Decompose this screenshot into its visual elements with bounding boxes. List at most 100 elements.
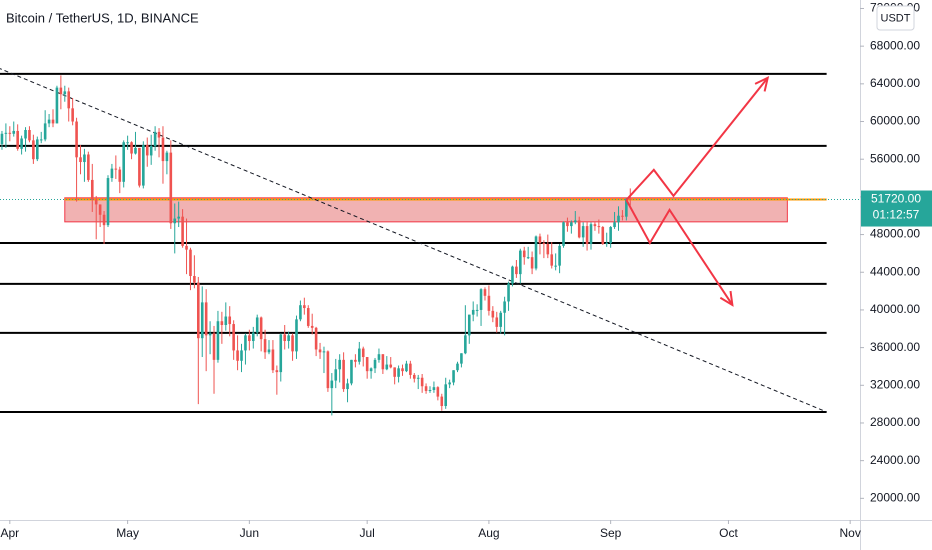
- candle-body: [275, 370, 279, 373]
- candle-body: [32, 140, 35, 160]
- candle-body: [279, 334, 283, 373]
- projection-arrow: [625, 199, 734, 306]
- candle-body: [322, 351, 326, 353]
- candle-body: [204, 302, 208, 336]
- candle-body: [267, 349, 271, 353]
- candle-body: [440, 396, 444, 407]
- currency-button[interactable]: [876, 5, 915, 31]
- candle-body: [87, 154, 90, 180]
- candle-body: [581, 226, 585, 238]
- candle-body: [593, 224, 597, 227]
- candle-body: [122, 142, 125, 182]
- candle-body: [20, 138, 23, 149]
- candle-body: [566, 222, 569, 227]
- candle-body: [55, 87, 59, 124]
- candle-body: [554, 265, 557, 267]
- candle-body: [397, 368, 400, 377]
- plot-area: [0, 68, 860, 416]
- candle-body: [173, 218, 177, 224]
- candle-body: [609, 227, 612, 244]
- candle-body: [365, 357, 369, 372]
- candle-body: [503, 301, 506, 313]
- candle-body: [377, 354, 381, 360]
- candle-body: [448, 382, 451, 385]
- candle-body: [401, 368, 404, 372]
- candle-body: [75, 121, 78, 158]
- candle-body: [134, 147, 137, 154]
- candle-body: [460, 353, 463, 364]
- candle-body: [71, 108, 74, 122]
- y-tick-label: 24000.00: [870, 453, 920, 467]
- candle-body: [181, 216, 184, 246]
- candle-body: [251, 332, 255, 342]
- candle-body: [299, 305, 302, 320]
- candle-body: [479, 289, 483, 310]
- candle-body: [420, 377, 424, 387]
- candle-body: [389, 364, 393, 368]
- candle-body: [118, 169, 122, 182]
- candle-body: [424, 386, 428, 391]
- candle-body: [444, 384, 448, 407]
- candle-body: [153, 131, 157, 147]
- resistance-zone: [64, 197, 788, 223]
- x-tick-label: Sep: [600, 526, 622, 540]
- candle-body: [12, 130, 16, 134]
- candle-body: [28, 130, 31, 141]
- candle-body: [617, 215, 620, 223]
- last-price-badge: [861, 190, 932, 227]
- x-tick-label: Jul: [359, 526, 374, 540]
- candle-body: [193, 276, 196, 283]
- candle-body: [436, 387, 440, 397]
- candle-body: [63, 91, 67, 95]
- candle-body: [16, 130, 19, 149]
- candle-body: [393, 367, 396, 377]
- candle-body: [562, 222, 565, 246]
- projection-arrow: [625, 77, 769, 201]
- candle-body: [515, 266, 518, 275]
- candle-body: [585, 226, 589, 244]
- candle-body: [83, 154, 86, 163]
- candle-body: [625, 198, 628, 217]
- candle-body: [224, 316, 228, 325]
- candle-body: [338, 359, 341, 370]
- x-tick-label: May: [116, 526, 139, 540]
- candle-body: [538, 236, 542, 244]
- candle-body: [605, 243, 609, 245]
- candle-body: [165, 152, 169, 162]
- candle-body: [409, 363, 412, 375]
- candle-body: [613, 222, 616, 228]
- y-tick-label: 64000.00: [870, 76, 920, 90]
- candle-body: [511, 266, 514, 284]
- candle-body: [334, 369, 338, 381]
- x-tick-label: Oct: [719, 526, 738, 540]
- candle-body: [534, 236, 538, 269]
- candle-body: [589, 224, 593, 244]
- candle-body: [240, 350, 243, 361]
- x-tick-label: Apr: [0, 526, 19, 540]
- candle-body: [43, 123, 47, 140]
- candle-body: [350, 359, 353, 384]
- candle-body: [570, 222, 573, 227]
- candle-body: [0, 133, 4, 145]
- candle-body: [542, 243, 546, 245]
- candle-body: [248, 335, 251, 342]
- candle-body: [161, 137, 165, 162]
- candle-body: [259, 317, 263, 340]
- candle-body: [330, 380, 334, 389]
- candle-body: [98, 204, 102, 215]
- x-tick-label: Jun: [240, 526, 259, 540]
- y-tick-label: 56000.00: [870, 151, 920, 165]
- countdown-label: 01:12:57: [873, 208, 920, 222]
- candle-body: [467, 314, 471, 336]
- candle-body: [67, 91, 71, 109]
- candle-body: [39, 139, 43, 141]
- last-price-label: 51720.00: [871, 192, 921, 206]
- candle-body: [126, 142, 129, 144]
- candle-body: [507, 283, 510, 302]
- candle-body: [142, 145, 145, 186]
- candle-body: [577, 220, 581, 238]
- candle-body: [145, 145, 149, 156]
